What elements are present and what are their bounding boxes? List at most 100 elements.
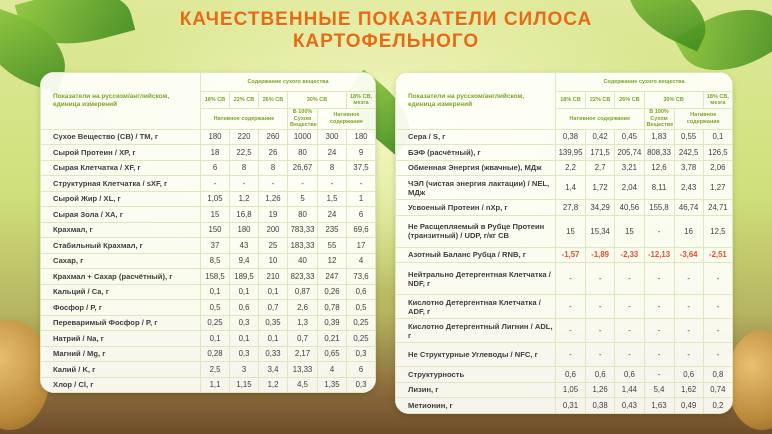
- indicator-name: Сахар, г: [40, 252, 201, 269]
- value-cell: 80: [287, 206, 318, 223]
- value-cell: 1,44: [614, 381, 645, 398]
- value-cell: -: [702, 342, 733, 367]
- value-cell: 0,38: [555, 128, 586, 145]
- value-cell: 0,5: [200, 299, 230, 316]
- value-cell: 0,7: [287, 330, 318, 347]
- value-cell: 8: [317, 159, 347, 176]
- native-header: Нативное содержание: [673, 108, 733, 130]
- title-line-2: КАРТОФЕЛЬНОГО: [292, 31, 480, 52]
- value-cell: 73,6: [346, 268, 376, 285]
- value-cell: 8: [258, 159, 288, 176]
- dm100-header: В 100% Сухом Веществе: [643, 108, 675, 130]
- value-cell: 0,6: [555, 366, 586, 383]
- table-row: Не Расщепляемый в Рубце Протеин (транзит…: [395, 214, 733, 248]
- col-26: 26% СВ: [614, 91, 645, 109]
- value-cell: -: [614, 318, 645, 343]
- indicator-name: Кислотно Детергентный Лигнин / ADL, г: [395, 318, 556, 343]
- table-row: Не Структурные Углеводы / NFC, г------: [395, 342, 733, 367]
- value-cell: 0,1: [258, 283, 288, 300]
- value-cell: -: [555, 342, 586, 367]
- value-cell: 0,1: [702, 128, 733, 145]
- value-cell: 0,1: [200, 330, 230, 347]
- right-table-panel: Показатели на русском/английском, единиц…: [395, 72, 733, 414]
- value-cell: 139,95: [555, 144, 586, 161]
- indicator-name: Не Расщепляемый в Рубце Протеин (транзит…: [395, 214, 556, 248]
- value-cell: 10: [258, 252, 288, 269]
- table-row: Обменная Энергия (жвачные), МДж 2,2 2,7 3,2…: [395, 159, 733, 176]
- dry-matter-header: Содержание сухого вещества: [200, 72, 376, 92]
- value-cell: -: [584, 342, 616, 367]
- value-cell: 200: [258, 221, 288, 238]
- value-cell: 13,33: [287, 361, 318, 378]
- value-cell: 0,49: [673, 397, 704, 414]
- value-cell: 24,71: [702, 199, 733, 216]
- value-cell: 2,2: [555, 159, 586, 176]
- value-cell: 158,5: [200, 268, 230, 285]
- value-cell: 80: [287, 144, 318, 161]
- value-cell: 4: [346, 252, 376, 269]
- indicator-header: Показатели на русском/английском, единиц…: [40, 72, 201, 130]
- value-cell: 1,27: [702, 175, 733, 200]
- value-cell: -: [673, 342, 704, 367]
- value-cell: 1,63: [643, 397, 675, 414]
- value-cell: 1,26: [584, 381, 616, 398]
- value-cell: 12: [317, 252, 347, 269]
- value-cell: -: [229, 175, 259, 192]
- value-cell: 0,1: [200, 283, 230, 300]
- value-cell: 220: [229, 128, 259, 145]
- indicator-name: ЧЭЛ (чистая энергия лактации) / NEL, МДж: [395, 175, 556, 200]
- value-cell: -: [346, 175, 376, 192]
- value-cell: -: [584, 318, 616, 343]
- value-cell: 0,42: [584, 128, 616, 145]
- value-cell: 0,7: [258, 299, 288, 316]
- table-row: Усвоеный Протеин / nXp, г 27,8 34,29 40,56 1…: [395, 199, 733, 216]
- value-cell: 126,5: [702, 144, 733, 161]
- value-cell: -: [643, 366, 675, 383]
- value-cell: -: [702, 294, 733, 319]
- indicator-name: Метионин, г: [395, 397, 556, 414]
- indicator-name: Сухое Вещество (СВ) / ТМ, г: [40, 128, 201, 145]
- table-row: Лизин, г 1,05 1,26 1,44 5,4 1,62 0,74: [395, 381, 733, 398]
- value-cell: 0,3: [229, 314, 259, 331]
- value-cell: -: [555, 318, 586, 343]
- value-cell: -2,33: [614, 246, 645, 263]
- indicator-name: Нейтрально Детергентная Клетчатка / NDF,…: [395, 262, 556, 295]
- value-cell: 3,78: [673, 159, 704, 176]
- indicator-name: Структурность: [395, 366, 556, 383]
- native-header: Нативное содержание: [317, 108, 376, 130]
- col-26: 26% СВ: [258, 91, 288, 109]
- value-cell: 205,74: [614, 144, 645, 161]
- value-cell: 0,74: [702, 381, 733, 398]
- indicator-name: Лизин, г: [395, 381, 556, 398]
- value-cell: -: [643, 294, 675, 319]
- col-30: 30% СВ: [643, 91, 704, 109]
- value-cell: -2,51: [702, 246, 733, 263]
- indicator-name: Переваримый Фосфор / P, г: [40, 314, 201, 331]
- value-cell: 5,4: [643, 381, 675, 398]
- col-22: 22% СВ: [229, 91, 259, 109]
- value-cell: -: [673, 262, 704, 295]
- value-cell: -: [287, 175, 318, 192]
- value-cell: 8,5: [200, 252, 230, 269]
- indicator-name: Сера / S, г: [395, 128, 556, 145]
- value-cell: 15: [555, 214, 586, 248]
- value-cell: 1,1: [200, 376, 230, 393]
- table-row: Натрий / Na, г 0,1 0,1 0,1 0,7 0,21 0,25: [40, 330, 376, 347]
- value-cell: 247: [317, 268, 347, 285]
- indicator-name: Усвоеный Протеин / nXp, г: [395, 199, 556, 216]
- col-22: 22% СВ: [584, 91, 616, 109]
- value-cell: 0,1: [229, 330, 259, 347]
- indicator-name: Крахмал, г: [40, 221, 201, 238]
- value-cell: -: [584, 294, 616, 319]
- table-row: Магний / Mg, г 0,28 0,3 0,33 2,17 0,65 0,3: [40, 345, 376, 362]
- table-row: Азотный Баланс Рубца / RNB, г -1,57 -1,89-…: [395, 246, 733, 263]
- value-cell: 1,2: [229, 190, 259, 207]
- value-cell: 1,3: [287, 314, 318, 331]
- value-cell: 171,5: [584, 144, 616, 161]
- value-cell: 2,7: [584, 159, 616, 176]
- value-cell: 2,43: [673, 175, 704, 200]
- value-cell: -: [317, 175, 347, 192]
- value-cell: 69,6: [346, 221, 376, 238]
- value-cell: 183,33: [287, 237, 318, 254]
- value-cell: 1000: [287, 128, 318, 145]
